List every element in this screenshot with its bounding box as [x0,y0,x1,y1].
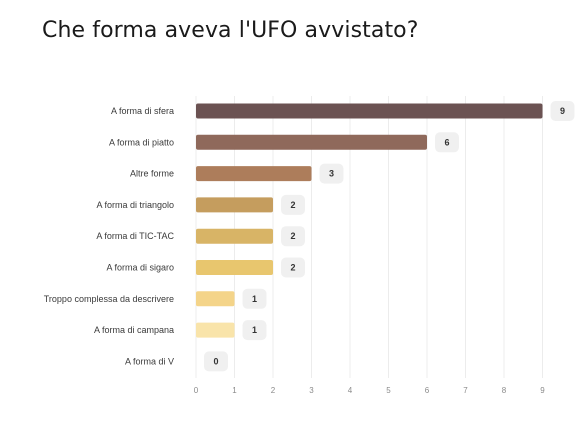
category-label: A forma di TIC-TAC [96,231,174,241]
x-tick-labels: 0 1 2 3 4 5 6 7 8 9 [194,386,546,395]
bar[interactable] [196,291,235,307]
value-label: 3 [329,169,334,179]
category-label: A forma di campana [94,325,174,335]
value-label: 2 [290,263,295,273]
category-labels: A forma di sfera A forma di piatto Altre f… [44,106,175,366]
value-badge [242,320,267,341]
category-label: A forma di V [125,356,174,366]
x-tick-label: 4 [348,386,353,395]
value-badge [281,257,305,278]
x-tick-label: 7 [463,386,468,395]
bar[interactable] [196,228,273,244]
x-tick-label: 2 [271,386,276,395]
bar[interactable] [196,134,427,150]
x-tick-label: 6 [425,386,430,395]
category-label: A forma di sigaro [106,263,174,273]
x-tick-label: 8 [502,386,507,395]
value-label: 2 [290,200,295,210]
category-label: Altre forme [130,169,174,179]
bar[interactable] [196,260,273,275]
value-label: 2 [290,231,295,241]
value-badge [550,101,575,121]
value-badge [281,226,305,247]
category-label: A forma di triangolo [96,200,174,210]
value-labels: 9 6 3 2 2 2 1 1 0 [204,101,575,372]
value-label: 9 [560,106,565,116]
value-label: 1 [252,325,257,335]
x-tick-label: 9 [540,386,545,395]
value-label: 1 [252,294,257,304]
value-badge [435,132,459,153]
value-label: 6 [444,137,449,147]
x-tick-label: 3 [309,386,314,395]
value-badge [281,194,305,215]
chart-title: Che forma aveva l'UFO avvistato? [42,18,419,43]
category-label: A forma di sfera [111,106,174,116]
value-badge [319,163,344,184]
x-tick-label: 5 [386,386,391,395]
bars [196,103,543,338]
bar[interactable] [196,166,312,182]
value-badge [204,351,228,372]
bar[interactable] [196,197,273,213]
category-label: Troppo complessa da descrivere [44,294,174,304]
bar[interactable] [196,103,543,119]
bar[interactable] [196,322,235,338]
value-label: 0 [213,356,218,366]
category-label: A forma di piatto [109,137,174,147]
x-tick-label: 0 [194,386,199,395]
x-tick-label: 1 [232,386,237,395]
value-badge [242,288,267,309]
